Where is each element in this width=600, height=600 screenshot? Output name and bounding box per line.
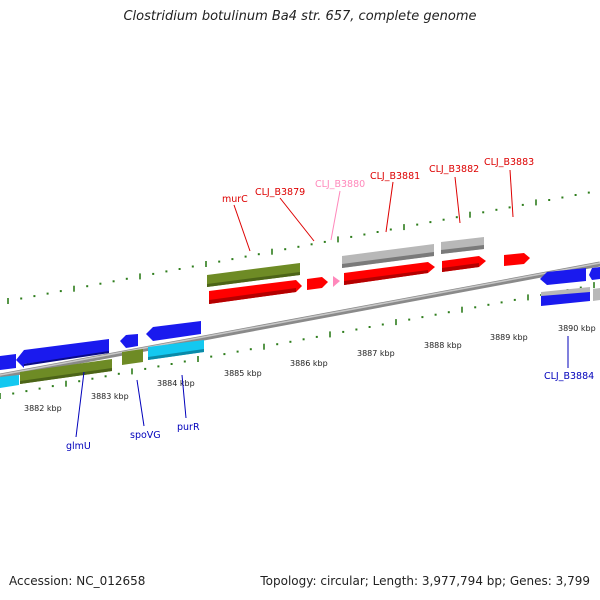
gene-clj-b3884[interactable] (540, 268, 586, 285)
label-clj-b3882[interactable]: CLJ_B3882 (429, 164, 479, 175)
label-spovg[interactable]: spoVG (130, 430, 161, 441)
top-label-leaders (233, 169, 514, 252)
gene-purr[interactable] (146, 321, 201, 341)
label-clj-b3879[interactable]: CLJ_B3879 (255, 187, 305, 198)
gene-gray-right-edge[interactable] (593, 288, 600, 301)
label-glmu[interactable]: glmU (66, 441, 91, 452)
scale-label: 3890 kbp (558, 324, 596, 333)
reverse-strand-genes (0, 267, 600, 388)
label-clj-b3884[interactable]: CLJ_B3884 (544, 371, 594, 382)
accession-text: Accession: NC_012658 (9, 574, 146, 588)
forward-strand-genes (207, 237, 530, 304)
bottom-label-leaders (75, 336, 569, 438)
gene-blue-right-edge[interactable] (589, 267, 600, 280)
scale-label: 3886 kbp (290, 359, 328, 368)
gene-clj-b3883[interactable] (504, 253, 530, 266)
gene-glmu[interactable] (16, 339, 109, 368)
gene-cyan-left-edge[interactable] (0, 375, 19, 388)
label-clj-b3880[interactable]: CLJ_B3880 (315, 179, 365, 190)
scale-labels: 3882 kbp 3883 kbp 3884 kbp 3885 kbp 3886 kbp… (24, 324, 596, 413)
gene-blue-right-low[interactable] (541, 292, 590, 306)
gene-spovg[interactable] (120, 334, 138, 348)
genome-title: Clostridium botulinum Ba4 str. 657, comp… (123, 9, 477, 24)
lower-tick-track (0, 282, 595, 399)
label-murc[interactable]: murC (222, 194, 248, 205)
gene-blue-left-edge[interactable] (0, 354, 16, 370)
top-gene-labels: murC CLJ_B3879 CLJ_B3880 CLJ_B3881 CLJ_B… (222, 157, 534, 205)
label-clj-b3881[interactable]: CLJ_B3881 (370, 171, 420, 182)
label-purr[interactable]: purR (177, 422, 200, 433)
scale-label: 3889 kbp (490, 333, 528, 342)
scale-label: 3885 kbp (224, 369, 262, 378)
scale-label: 3884 kbp (157, 379, 195, 388)
scale-label: 3882 kbp (24, 404, 62, 413)
scale-label: 3883 kbp (91, 392, 129, 401)
gene-spovg-green[interactable] (122, 349, 143, 365)
upper-tick-track (7, 191, 590, 304)
bottom-gene-labels: glmU spoVG purR CLJ_B3884 (66, 371, 594, 452)
genome-backbone (0, 261, 600, 379)
gene-clj-b3879[interactable] (307, 277, 328, 290)
gene-clj-b3880[interactable] (333, 276, 340, 287)
scale-label: 3888 kbp (424, 341, 462, 350)
genome-stats-text: Topology: circular; Length: 3,977,794 bp… (260, 574, 590, 588)
scale-label: 3887 kbp (357, 349, 395, 358)
label-clj-b3883[interactable]: CLJ_B3883 (484, 157, 534, 168)
